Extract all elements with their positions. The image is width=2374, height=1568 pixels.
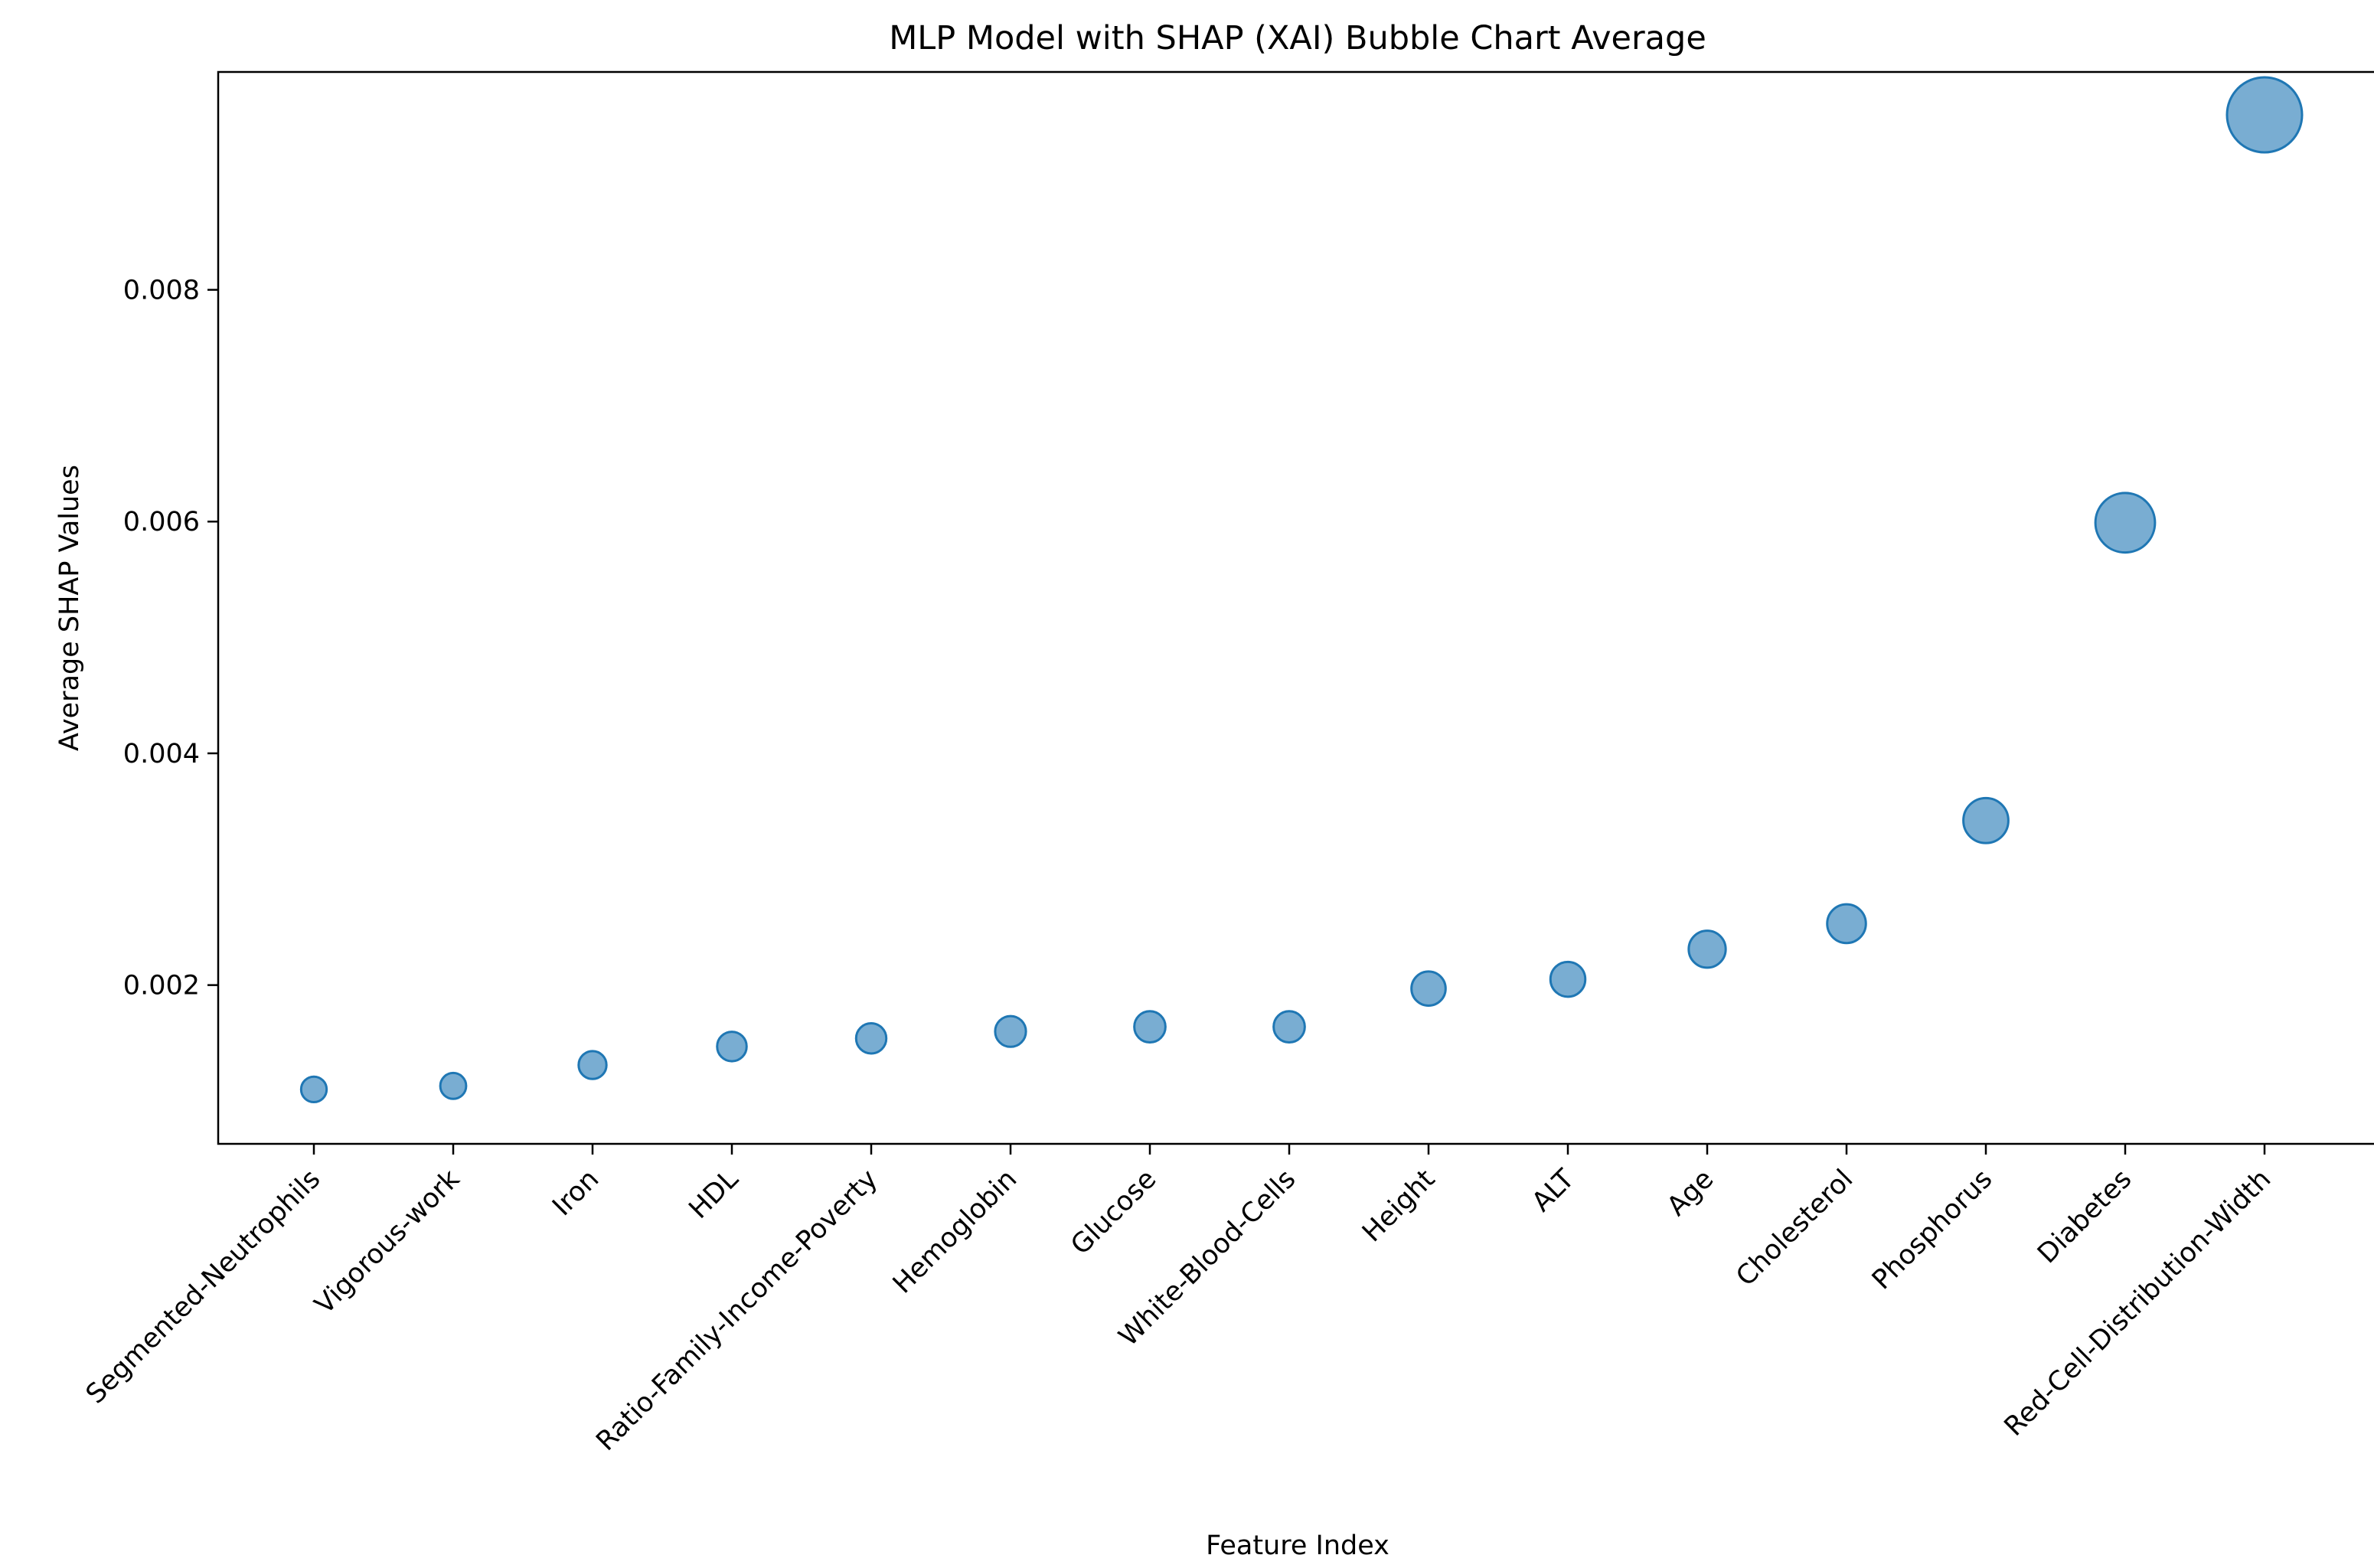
x-tick-label-segmented-neutrophils: Segmented-Neutrophils — [80, 1164, 326, 1410]
x-tick-label-alt: ALT — [1527, 1164, 1581, 1218]
bubble-hdl — [716, 1031, 748, 1063]
bubble-age — [1687, 929, 1727, 969]
bubble-alt — [1549, 960, 1587, 998]
y-tick-label: 0.002 — [123, 971, 200, 1001]
x-axis-label: Feature Index — [1206, 1530, 1389, 1561]
y-axis-ticks: 0.002 0.004 0.006 0.008 — [123, 276, 218, 1001]
x-tick-label-vigorous-work: Vigorous-work — [309, 1164, 466, 1321]
y-tick-label: 0.004 — [123, 739, 200, 769]
x-tick-label-phosphorus: Phosphorus — [1866, 1164, 1998, 1295]
bubble-cholesterol — [1826, 903, 1867, 945]
x-tick-label-red-cell-distribution-width: Red-Cell-Distribution-Width — [1999, 1164, 2278, 1442]
bubble-glucose — [1133, 1010, 1167, 1044]
y-axis-label: Average SHAP Values — [54, 465, 85, 751]
x-tick-label-hdl: HDL — [684, 1164, 745, 1225]
bubble-red-cell-distribution-width — [2225, 76, 2304, 154]
bubble-segmented-neutrophils — [299, 1075, 328, 1104]
bubble-height — [1410, 970, 1447, 1007]
bubble-ratio-family-income-poverty — [854, 1022, 888, 1055]
bubble-hemoglobin — [994, 1014, 1027, 1048]
y-tick-label: 0.008 — [123, 276, 200, 306]
x-tick-label-glucose: Glucose — [1065, 1164, 1162, 1261]
x-tick-label-hemoglobin: Hemoglobin — [887, 1164, 1023, 1299]
bubble-vigorous-work — [439, 1071, 468, 1100]
x-tick-label-height: Height — [1357, 1164, 1441, 1248]
bubble-iron — [577, 1050, 608, 1080]
plot-frame — [217, 70, 2374, 1145]
y-tick-label: 0.006 — [123, 507, 200, 537]
bubble-white-blood-cells — [1272, 1010, 1306, 1044]
x-tick-label-diabetes: Diabetes — [2032, 1164, 2137, 1269]
x-tick-label-age: Age — [1661, 1164, 1719, 1222]
bubble-diabetes — [2094, 492, 2157, 554]
x-tick-label-ratio-family-income-poverty: Ratio-Family-Income-Poverty — [590, 1164, 883, 1457]
chart-title: MLP Model with SHAP (XAI) Bubble Chart A… — [889, 19, 1706, 57]
x-tick-label-cholesterol: Cholesterol — [1730, 1164, 1859, 1292]
x-tick-label-iron: Iron — [547, 1164, 605, 1222]
bubble-layer — [299, 76, 2304, 1104]
bubble-phosphorus — [1962, 796, 2010, 844]
